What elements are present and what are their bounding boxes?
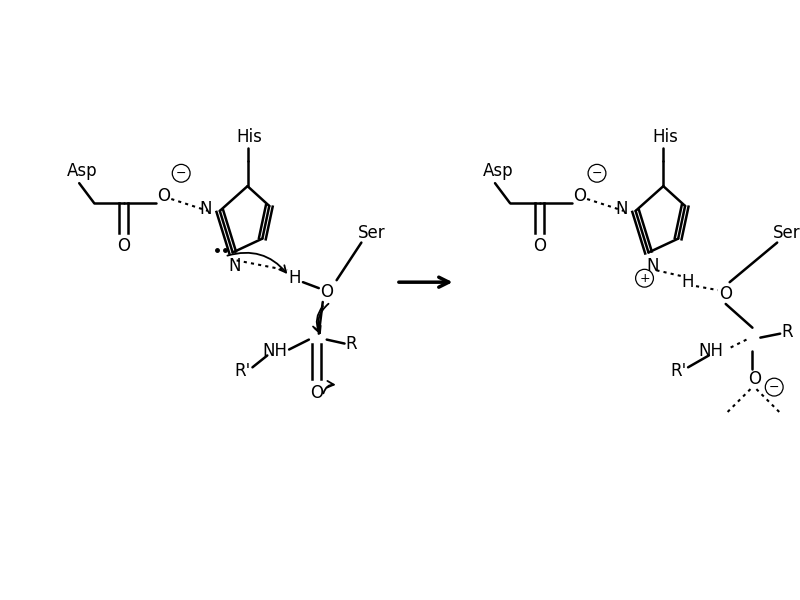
Text: −: − bbox=[769, 380, 779, 394]
Text: H: H bbox=[289, 269, 302, 287]
Text: Asp: Asp bbox=[483, 162, 514, 180]
Text: N: N bbox=[615, 200, 628, 218]
Text: Ser: Ser bbox=[358, 224, 385, 242]
Text: R': R' bbox=[234, 362, 250, 380]
Text: O: O bbox=[118, 236, 130, 254]
Text: NH: NH bbox=[262, 343, 288, 361]
Text: O: O bbox=[157, 187, 170, 205]
Text: −: − bbox=[176, 167, 186, 180]
Text: O: O bbox=[320, 283, 334, 301]
Text: N: N bbox=[228, 257, 241, 275]
Text: O: O bbox=[310, 384, 323, 402]
Text: H: H bbox=[682, 273, 694, 291]
Text: −: − bbox=[592, 167, 602, 180]
Text: R': R' bbox=[670, 362, 686, 380]
Text: O: O bbox=[748, 370, 761, 388]
Text: His: His bbox=[652, 128, 678, 146]
Text: N: N bbox=[646, 257, 658, 275]
Text: O: O bbox=[719, 285, 732, 303]
Text: R: R bbox=[782, 323, 793, 341]
Text: N: N bbox=[200, 200, 212, 218]
Text: R: R bbox=[346, 335, 358, 353]
Text: His: His bbox=[237, 128, 262, 146]
Text: +: + bbox=[639, 272, 650, 285]
Text: O: O bbox=[573, 187, 586, 205]
Text: NH: NH bbox=[698, 343, 723, 361]
Text: Ser: Ser bbox=[774, 224, 800, 242]
Text: O: O bbox=[533, 236, 546, 254]
Text: Asp: Asp bbox=[67, 162, 98, 180]
